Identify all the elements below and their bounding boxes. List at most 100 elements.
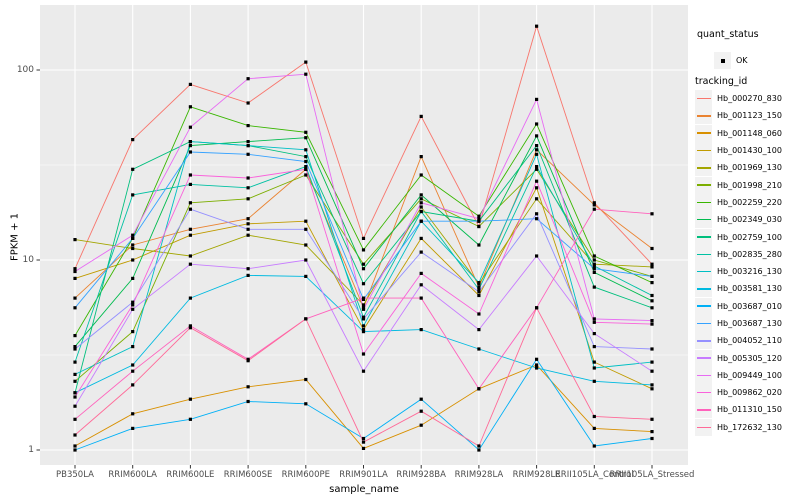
data-point (361, 440, 366, 444)
x-tick-label: RRII105LA_Stressed (609, 470, 695, 480)
data-point (188, 397, 192, 401)
data-point (477, 312, 481, 316)
legend-item-Hb_009449_100: Hb_009449_100 (695, 366, 782, 384)
data-point (188, 262, 192, 266)
legend-line-icon (696, 218, 711, 221)
legend-key-swatch (695, 315, 712, 332)
data-point (419, 209, 423, 214)
data-point (419, 193, 423, 197)
data-point (650, 246, 654, 251)
data-point (131, 258, 135, 262)
data-point (131, 369, 135, 373)
data-point (188, 150, 192, 154)
data-point (592, 444, 596, 448)
data-point (304, 227, 308, 231)
data-point (650, 387, 654, 391)
legend-item-Hb_172632_130: Hb_172632_130 (695, 418, 782, 436)
data-point (73, 306, 77, 310)
data-point (535, 152, 539, 156)
legend-label: Hb_002259_220 (717, 197, 782, 207)
data-point (419, 423, 423, 427)
data-point (73, 404, 77, 408)
data-point (131, 193, 135, 197)
legend-line-icon (696, 236, 711, 238)
data-point (477, 219, 481, 223)
legend-item-Hb_001969_130: Hb_001969_130 (695, 159, 782, 177)
data-point (246, 399, 250, 404)
data-point (592, 360, 596, 364)
x-tick-label: RRIM600LE (166, 470, 215, 480)
data-point (650, 347, 654, 351)
data-point (592, 379, 596, 383)
data-point (188, 326, 192, 330)
legend-key-swatch (695, 280, 712, 298)
data-point (592, 207, 596, 211)
data-point (419, 250, 423, 254)
x-tick-label: RRIM928LE (512, 470, 561, 480)
legend-label: Hb_003216_130 (717, 267, 782, 277)
data-point (419, 219, 423, 223)
data-point (477, 293, 481, 298)
data-point (535, 179, 539, 183)
data-point (361, 436, 366, 441)
legend-tracking-items: Hb_000270_830 Hb_001123_150 Hb_001148_060 H… (695, 90, 782, 436)
data-point (73, 372, 77, 376)
x-tick-label: RRIM928LA (454, 470, 504, 480)
data-point (246, 144, 250, 148)
data-point (304, 219, 308, 223)
data-point (131, 276, 135, 280)
data-point (73, 276, 77, 280)
data-point (477, 290, 481, 294)
data-point (361, 236, 366, 240)
data-point (73, 296, 77, 300)
legend-line-icon (696, 270, 711, 273)
data-point (131, 167, 135, 171)
legend-label: Hb_002349_030 (717, 215, 782, 225)
data-point (304, 130, 308, 134)
data-point (650, 306, 654, 310)
legend-key-swatch (695, 401, 712, 419)
x-tick-label: RRIM600SE (223, 470, 273, 480)
data-point (535, 24, 539, 28)
data-point (304, 159, 308, 164)
data-point (535, 254, 539, 258)
data-point (650, 265, 654, 269)
legend-label: Hb_002759_100 (717, 232, 782, 242)
x-tick-label: RRII105LA_Control (554, 470, 634, 480)
legend-key-ok (714, 52, 731, 70)
legend-line-icon (696, 253, 711, 256)
legend-line-icon (696, 132, 711, 134)
data-point (592, 285, 596, 289)
data-point (73, 444, 77, 448)
data-point (188, 173, 192, 177)
y-tick-label: 100 (16, 64, 34, 75)
legend-label: Hb_011310_150 (717, 405, 782, 415)
data-point (246, 152, 250, 156)
x-tick-label: RRIM901LA (339, 470, 388, 480)
legend-label: Hb_003687_130 (717, 319, 782, 328)
data-point (246, 101, 250, 105)
data-point (650, 319, 654, 323)
data-point (650, 299, 654, 303)
data-point (419, 236, 423, 240)
legend-label: Hb_005305_120 (717, 353, 782, 363)
data-point (419, 114, 423, 118)
legend-item-Hb_000270_830: Hb_000270_830 (695, 90, 782, 108)
data-point (477, 217, 481, 221)
data-point (131, 426, 135, 430)
data-point (535, 217, 539, 221)
data-point (131, 330, 135, 334)
data-point (361, 315, 366, 319)
data-point (361, 446, 366, 450)
data-point (361, 282, 366, 286)
data-point (246, 227, 250, 231)
data-point (535, 167, 539, 171)
data-point (535, 212, 539, 216)
legend-item-Hb_002259_220: Hb_002259_220 (695, 193, 782, 211)
data-point (535, 122, 539, 126)
data-point (592, 254, 596, 258)
point-marker-icon (720, 58, 725, 63)
legend-key-swatch (695, 384, 712, 402)
data-point (361, 324, 366, 328)
